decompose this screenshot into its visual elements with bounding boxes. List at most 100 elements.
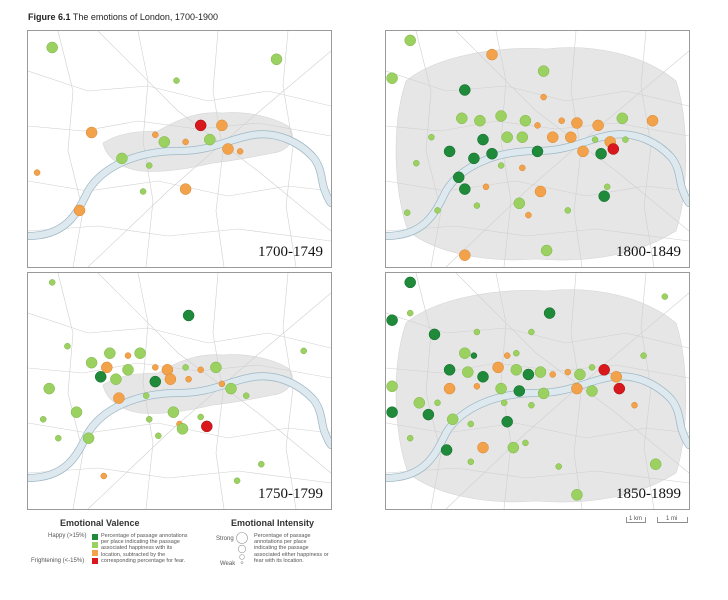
emotion-marker-happy [43, 382, 55, 395]
emotion-marker-happy-strong [543, 307, 556, 319]
emotion-marker-happy-strong [94, 371, 107, 383]
emotion-marker-fear [124, 352, 132, 359]
period-label: 1700-1749 [258, 244, 323, 260]
emotion-marker-happy [122, 364, 134, 376]
emotion-marker-fear [486, 48, 498, 61]
legend-circle-medium [237, 544, 247, 554]
emotion-marker-happy-strong [443, 145, 456, 158]
emotion-marker-fear [73, 204, 86, 217]
emotion-marker-fear [534, 122, 541, 129]
period-label: 1750-1799 [258, 486, 323, 502]
emotion-marker-happy [495, 382, 507, 395]
emotion-marker-fear [646, 114, 659, 127]
emotion-marker-happy [406, 434, 414, 442]
emotion-marker-happy [467, 420, 475, 428]
emotion-marker-happy [197, 413, 204, 421]
emotion-marker-happy [406, 309, 414, 317]
emotion-marker-happy [403, 209, 411, 216]
emotion-marker-happy [540, 244, 553, 257]
emotion-marker-fear [164, 373, 177, 385]
emotion-marker-happy [116, 152, 128, 165]
emotion-marker-happy [204, 133, 216, 146]
emotion-marker-happy-strong [459, 84, 471, 96]
emotion-marker-happy [501, 131, 513, 143]
emotion-marker-happy [510, 364, 523, 376]
emotion-marker-fear [558, 117, 565, 124]
emotion-marker-happy-strong [440, 444, 453, 456]
legend-circle-weak [240, 561, 244, 564]
emotion-marker-happy [386, 72, 398, 84]
emotion-marker-fear [540, 93, 547, 101]
emotion-marker-happy [413, 159, 420, 167]
emotion-marker-happy [507, 441, 520, 454]
emotion-marker-happy [82, 432, 95, 444]
emotion-marker-happy [513, 349, 520, 357]
emotion-marker-happy [456, 112, 468, 125]
emotion-marker-happy [167, 406, 180, 418]
emotion-marker-happy [474, 114, 486, 127]
map-canvas [28, 31, 331, 267]
emotion-marker-happy-strong [459, 183, 471, 195]
map-canvas [386, 31, 689, 267]
emotion-marker-happy [459, 347, 471, 359]
emotion-marker-happy [386, 380, 398, 393]
figure-title-text: The emotions of London, 1700-1900 [72, 12, 218, 22]
emotion-marker-happy [467, 458, 475, 466]
emotion-marker-fear [222, 143, 234, 155]
emotion-marker-fear [185, 375, 192, 383]
emotion-marker-happy [500, 399, 508, 407]
emotion-marker-happy [46, 41, 58, 54]
emotion-marker-fear [152, 364, 159, 371]
emotion-marker-fear [525, 211, 532, 219]
figure-title: Figure 6.1 The emotions of London, 1700-… [28, 12, 218, 22]
emotion-marker-happy-strong [452, 171, 465, 184]
emotion-marker-happy [588, 364, 596, 371]
emotion-marker-fear [631, 401, 638, 409]
emotion-marker-frightening [194, 119, 207, 132]
emotion-marker-happy [145, 416, 153, 423]
map-panel-1850-1899: 1850-1899 [385, 272, 690, 510]
legend-intensity-circles [236, 532, 248, 564]
emotion-marker-happy [145, 162, 153, 169]
emotion-marker-happy [603, 183, 611, 191]
emotion-marker-happy [233, 477, 241, 484]
legend-happy-label: Happy (>15%) [48, 533, 87, 539]
emotion-marker-fear [236, 148, 244, 155]
map-canvas [28, 273, 331, 509]
emotion-marker-happy [462, 366, 474, 378]
emotion-marker-happy-strong [404, 276, 416, 289]
emotion-marker-happy [516, 131, 529, 143]
emotion-marker-happy-strong [470, 352, 478, 359]
period-label: 1850-1899 [616, 486, 681, 502]
emotion-marker-happy [434, 399, 441, 407]
emotion-marker-happy [404, 34, 416, 47]
emotion-marker-fear [473, 383, 481, 390]
legend-valence-line: per place indicating the passage [101, 539, 180, 546]
emotion-marker-happy [616, 112, 629, 125]
emotion-marker-happy-strong [443, 364, 456, 376]
emotion-marker-happy [110, 373, 122, 385]
legend-valence-line: associated happiness with its [101, 545, 173, 552]
figure-label: Figure 6.1 [28, 12, 71, 22]
emotion-marker-fear [492, 361, 504, 374]
emotion-marker-happy-strong [531, 145, 544, 158]
emotion-marker-happy [661, 293, 669, 300]
scale-bar-km: 1 km [626, 516, 646, 523]
emotion-marker-happy [537, 387, 550, 400]
emotion-marker-happy [622, 136, 629, 143]
legend-intensity-line: Percentage of passage [254, 533, 311, 539]
emotion-marker-happy [142, 392, 150, 399]
emotion-marker-fear [565, 131, 577, 143]
emotion-marker-fear [459, 249, 471, 261]
emotion-marker-fear [197, 366, 204, 374]
emotion-marker-happy [519, 114, 532, 127]
emotion-marker-fear [182, 138, 189, 146]
emotion-marker-fear [610, 371, 623, 383]
legend-valence-line: Percentage of passage annotations [101, 533, 188, 539]
emotion-marker-happy [528, 328, 535, 336]
legend-intensity-line: annotations per place [254, 539, 307, 546]
scale-bar-mi-label: 1 mi [666, 516, 678, 522]
emotion-marker-happy [64, 342, 71, 350]
legend-intensity-title: Emotional Intensity [231, 518, 315, 528]
emotion-marker-happy [446, 413, 459, 426]
